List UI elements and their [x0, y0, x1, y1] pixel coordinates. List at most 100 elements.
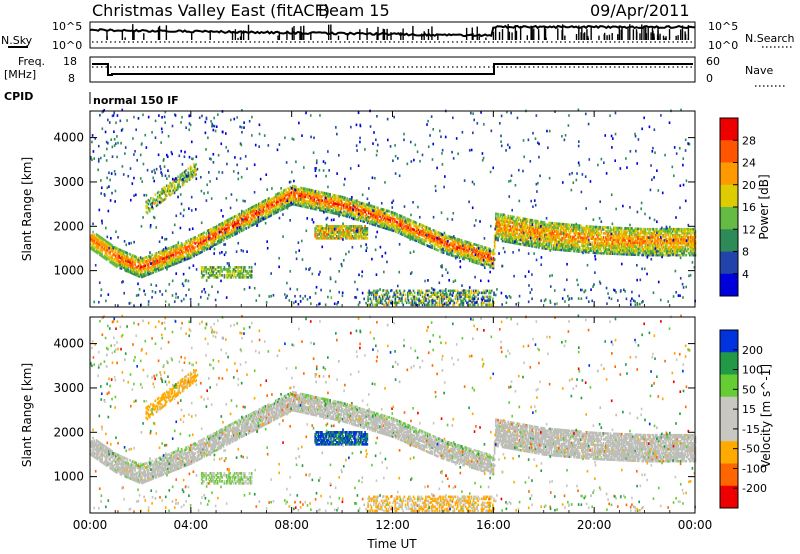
power-cell	[401, 229, 404, 233]
power-cell	[524, 229, 527, 233]
power-cell	[551, 235, 554, 239]
power-cell	[448, 249, 451, 252]
power-cell	[440, 238, 443, 242]
power-cell	[497, 216, 499, 220]
power-cell	[542, 247, 545, 250]
power-cell	[404, 234, 406, 238]
power-cell	[363, 204, 366, 208]
power-cell	[577, 236, 580, 239]
power-cell	[408, 218, 411, 222]
power-cell	[252, 205, 254, 209]
power-cell	[304, 201, 307, 205]
power-cell	[670, 239, 673, 243]
power-cell	[437, 231, 439, 234]
power-cell	[434, 230, 437, 233]
power-cell	[93, 239, 96, 243]
power-cell	[691, 247, 693, 251]
power-cell	[620, 232, 623, 236]
power-cell	[525, 229, 528, 233]
power-cell	[614, 236, 616, 240]
power-cell	[247, 216, 250, 219]
power-cell	[332, 211, 335, 215]
power-cell	[228, 220, 231, 223]
power-cell	[617, 234, 620, 238]
power-cell	[522, 221, 524, 224]
power-cell	[353, 215, 355, 218]
power-cell	[527, 240, 530, 243]
power-cell	[425, 226, 428, 229]
power-cell	[356, 214, 359, 217]
power-cell	[306, 196, 309, 199]
power-cell	[591, 237, 594, 241]
power-cell	[639, 233, 641, 237]
power-cell	[218, 227, 220, 231]
power-cell	[162, 187, 165, 190]
power-cell	[614, 228, 616, 232]
power-cell	[525, 221, 528, 225]
power-cell	[480, 249, 482, 252]
power-cell	[685, 233, 688, 237]
power-cell	[287, 193, 290, 196]
power-cell	[421, 238, 423, 241]
power-cell	[176, 259, 178, 263]
power-cell	[499, 225, 502, 228]
power-cell	[118, 252, 120, 255]
power-cell	[150, 197, 152, 200]
power-cell	[119, 256, 122, 260]
power-cell	[156, 203, 159, 207]
power-cell	[622, 250, 624, 254]
power-cell	[625, 247, 628, 250]
power-cell	[609, 232, 612, 235]
power-cell	[270, 214, 272, 217]
power-cell	[166, 253, 168, 257]
power-cell	[566, 245, 569, 248]
power-cell	[111, 244, 114, 247]
power-cell	[172, 253, 175, 256]
power-cell	[489, 255, 491, 259]
power-cell	[211, 233, 214, 236]
power-cell	[526, 224, 529, 227]
power-cell	[479, 250, 481, 254]
power-cell	[182, 180, 185, 184]
power-cell	[285, 198, 287, 201]
power-cell	[381, 208, 384, 211]
power-cell	[549, 237, 552, 241]
power-cell	[632, 253, 634, 256]
power-cell	[599, 227, 601, 231]
power-cell	[367, 211, 370, 215]
power-cell	[260, 205, 262, 209]
power-cell	[142, 275, 144, 278]
power-cell	[213, 227, 216, 231]
power-cell	[278, 191, 280, 195]
power-cell	[653, 235, 656, 239]
power-cell	[632, 243, 634, 246]
power-cell	[529, 240, 531, 244]
power-cell	[278, 197, 280, 201]
power-cell	[272, 200, 275, 204]
power-cell	[661, 229, 664, 233]
power-cell	[297, 192, 300, 195]
power-cell	[409, 219, 412, 222]
power-cell	[691, 245, 693, 249]
power-cell	[510, 221, 513, 224]
power-cell	[654, 233, 657, 237]
power-cell	[137, 256, 140, 260]
power-cell	[522, 233, 524, 236]
power-cell	[341, 211, 344, 215]
power-cell	[539, 236, 541, 239]
power-cell	[158, 260, 160, 264]
power-cell	[550, 231, 553, 235]
power-cell	[169, 252, 172, 256]
power-cell	[192, 237, 194, 240]
power-cell	[176, 247, 178, 251]
power-cell	[467, 245, 470, 248]
power-cell	[186, 249, 189, 253]
power-cell	[323, 205, 326, 209]
power-cell	[434, 248, 437, 251]
power-cell	[459, 238, 462, 242]
power-cell	[242, 215, 244, 218]
power-cell	[201, 250, 203, 254]
power-cell	[185, 252, 187, 255]
power-cell	[464, 252, 466, 255]
power-cell	[437, 243, 439, 246]
